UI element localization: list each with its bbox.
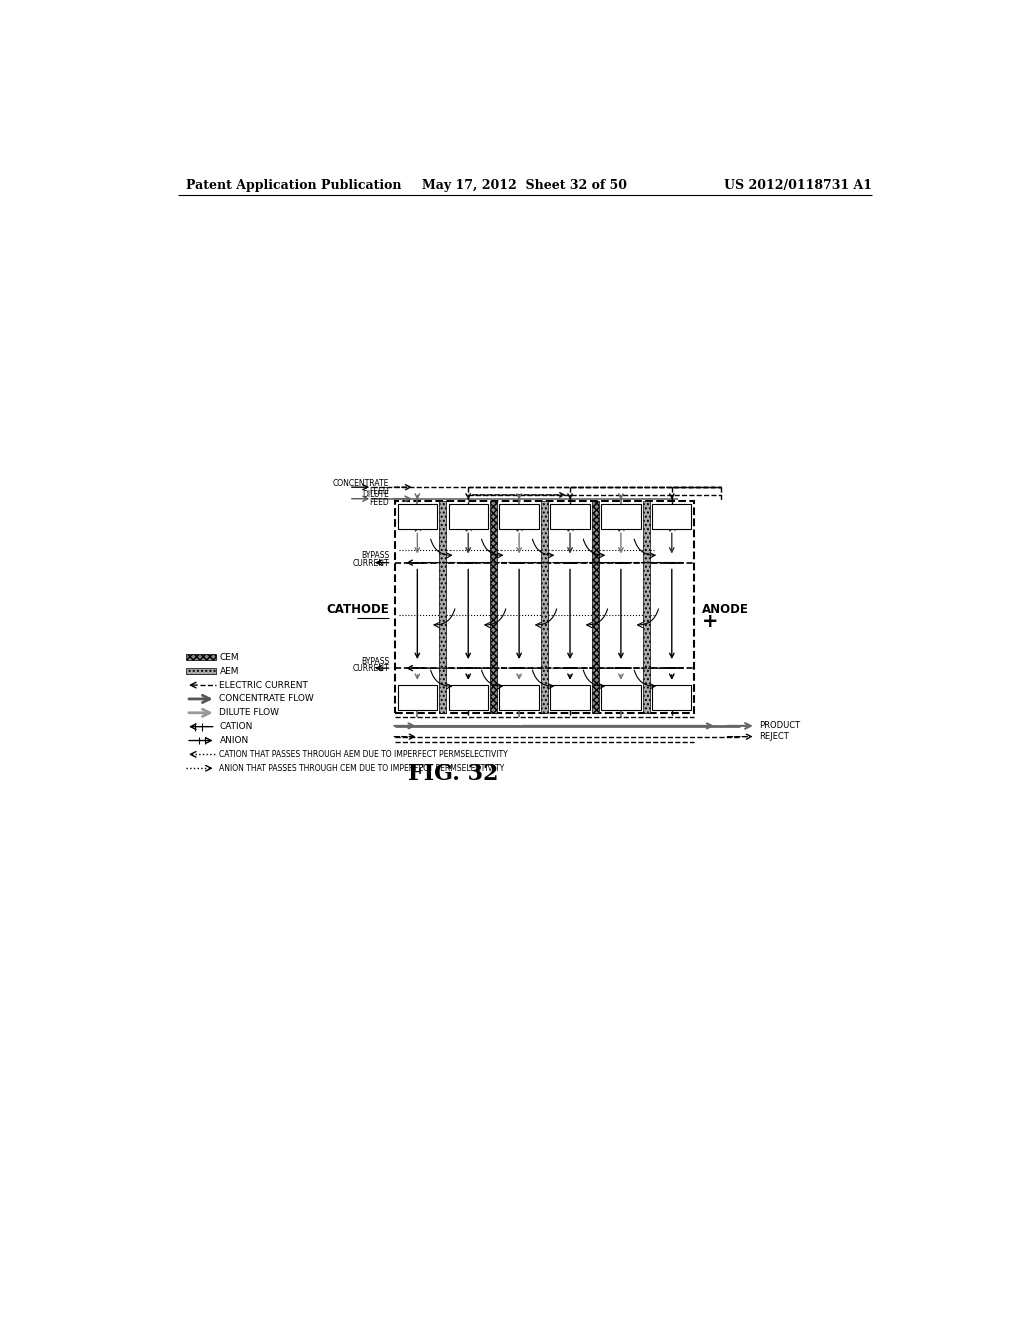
Text: CONCENTRATE FLOW: CONCENTRATE FLOW <box>219 694 314 704</box>
Bar <box>550 685 590 710</box>
Text: CURRENT: CURRENT <box>352 664 389 673</box>
Bar <box>397 504 437 529</box>
Bar <box>652 685 691 710</box>
Text: ANION THAT PASSES THROUGH CEM DUE TO IMPERFECT PERMSELECTIVITY: ANION THAT PASSES THROUGH CEM DUE TO IMP… <box>219 764 505 772</box>
Text: FIG. 32: FIG. 32 <box>409 763 499 785</box>
Text: FEED: FEED <box>370 498 389 507</box>
Text: CURRENT: CURRENT <box>352 558 389 568</box>
Bar <box>592 502 599 713</box>
Bar <box>449 504 487 529</box>
Text: +: + <box>701 612 718 631</box>
Text: CATHODE: CATHODE <box>327 603 389 615</box>
Bar <box>652 504 691 529</box>
Text: Patent Application Publication: Patent Application Publication <box>186 178 401 191</box>
Text: FEED: FEED <box>370 487 389 495</box>
Text: BYPASS: BYPASS <box>360 657 389 665</box>
Bar <box>500 685 539 710</box>
Bar <box>550 504 590 529</box>
Bar <box>500 504 539 529</box>
Bar <box>186 668 216 675</box>
Text: ANION: ANION <box>219 737 249 744</box>
Text: CONCENTRATE: CONCENTRATE <box>333 479 389 488</box>
Bar <box>449 685 487 710</box>
Bar <box>541 502 548 713</box>
Text: DILUTE: DILUTE <box>362 491 389 499</box>
Bar <box>186 655 216 660</box>
Bar <box>601 685 641 710</box>
Bar <box>439 502 446 713</box>
Bar <box>601 504 641 529</box>
Text: AEM: AEM <box>219 667 239 676</box>
Text: May 17, 2012  Sheet 32 of 50: May 17, 2012 Sheet 32 of 50 <box>422 178 628 191</box>
Text: ELECTRIC CURRENT: ELECTRIC CURRENT <box>219 681 308 689</box>
Bar <box>643 502 650 713</box>
Text: US 2012/0118731 A1: US 2012/0118731 A1 <box>724 178 872 191</box>
Text: ANODE: ANODE <box>701 603 749 615</box>
Text: CATION THAT PASSES THROUGH AEM DUE TO IMPERFECT PERMSELECTIVITY: CATION THAT PASSES THROUGH AEM DUE TO IM… <box>219 750 508 759</box>
Bar <box>395 502 693 713</box>
Text: CEM: CEM <box>219 653 239 661</box>
Text: CATION: CATION <box>219 722 253 731</box>
Text: REJECT: REJECT <box>760 733 790 741</box>
Text: DILUTE FLOW: DILUTE FLOW <box>219 709 280 717</box>
Text: BYPASS: BYPASS <box>360 552 389 560</box>
Bar <box>490 502 498 713</box>
Bar <box>397 685 437 710</box>
Text: PRODUCT: PRODUCT <box>760 722 801 730</box>
